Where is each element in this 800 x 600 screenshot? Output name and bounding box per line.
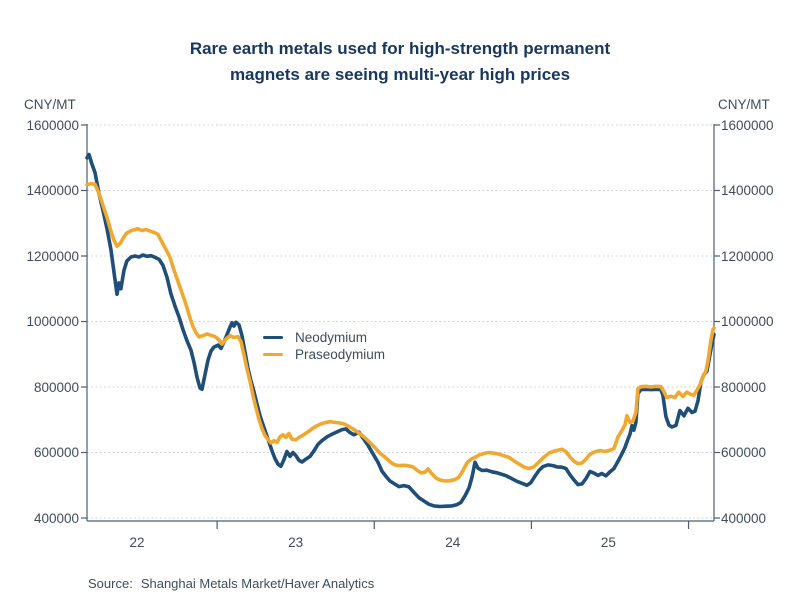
legend-label-praseodymium: Praseodymium <box>295 347 386 362</box>
y-axis-tick-label-left: 800000 <box>33 379 79 395</box>
y-axis-tick-label-right: 1600000 <box>721 117 774 133</box>
x-axis-year-label-23: 23 <box>288 535 304 550</box>
legend-item-neodymium: Neodymium <box>263 329 385 346</box>
y-axis-tick-label-right: 400000 <box>721 510 767 526</box>
y-axis-tick-label-right: 800000 <box>721 379 767 395</box>
y-axis-tick-label-left: 600000 <box>33 445 79 460</box>
source-text: Shanghai Metals Market/Haver Analytics <box>140 576 375 591</box>
y-axis-tick-label-left: 400000 <box>33 510 79 526</box>
legend-label-neodymium: Neodymium <box>295 330 368 345</box>
neodymium-line <box>85 152 716 509</box>
y-axis-unit-left: CNY/MT <box>24 97 76 112</box>
y-axis-tick-label-left: 1000000 <box>26 314 79 329</box>
y-axis-tick-label-left: 1200000 <box>26 248 79 264</box>
chart-title-line2: magnets are seeing multi-year high price… <box>229 65 571 84</box>
legend: Neodymium Praseodymium <box>263 329 385 363</box>
neodymium-line-swatch <box>263 335 283 340</box>
chart-title: Rare earth metals used for high-strength… <box>0 36 800 88</box>
y-axis-tick-label-left: 1400000 <box>26 183 79 198</box>
y-axis-unit-right: CNY/MT <box>718 97 770 112</box>
source-note: Source: Shanghai Metals Market/Haver Anal… <box>88 576 374 591</box>
x-axis-year-label-25: 25 <box>600 535 616 550</box>
praseodymium-line-swatch <box>263 352 283 357</box>
chart-title-line1: Rare earth metals used for high-strength… <box>189 39 611 58</box>
x-axis-year-label-24: 24 <box>445 535 461 550</box>
y-axis-tick-label-left: 1600000 <box>26 117 79 133</box>
x-axis-year-label-22: 22 <box>129 535 145 550</box>
y-axis-tick-label-right: 1400000 <box>721 183 774 198</box>
praseodymium-line <box>85 181 716 483</box>
y-axis-tick-label-right: 1200000 <box>721 248 774 264</box>
source-label: Source: <box>88 576 133 591</box>
legend-item-praseodymium: Praseodymium <box>263 346 385 363</box>
y-axis-tick-label-right: 1000000 <box>721 314 774 329</box>
y-axis-tick-label-right: 600000 <box>721 445 767 460</box>
